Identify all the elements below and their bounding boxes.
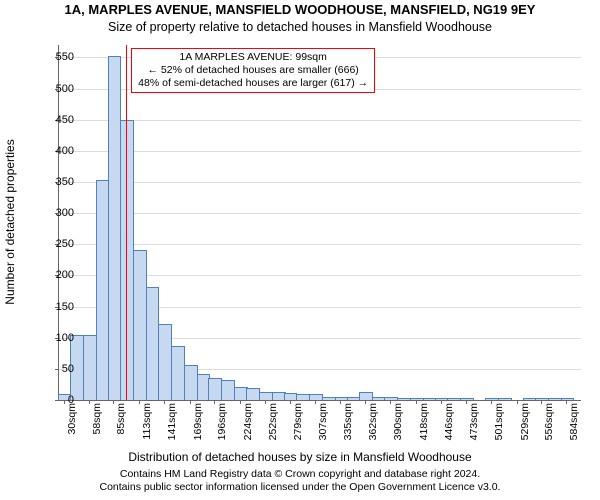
x-tick-mark (139, 400, 140, 404)
page-title: 1A, MARPLES AVENUE, MANSFIELD WOODHOUSE,… (0, 2, 600, 17)
legend-box: 1A MARPLES AVENUE: 99sqm ← 52% of detach… (131, 48, 375, 93)
y-tick-label: 500 (44, 83, 74, 95)
x-tick-mark (89, 400, 90, 404)
x-tick-label: 418sqm (418, 403, 430, 440)
y-tick-label: 450 (44, 114, 74, 126)
x-tick-mark (541, 400, 542, 404)
x-tick-mark (290, 400, 291, 404)
gridline (59, 244, 581, 245)
marker-line (126, 45, 127, 400)
y-tick-label: 200 (44, 269, 74, 281)
histogram-bar (83, 335, 97, 400)
x-tick-label: 224sqm (242, 403, 254, 440)
histogram-bar (284, 393, 298, 400)
x-tick-mark (517, 400, 518, 404)
x-tick-mark (190, 400, 191, 404)
x-axis-label: Distribution of detached houses by size … (0, 450, 600, 464)
x-tick-label: 390sqm (392, 403, 404, 440)
x-tick-label: 501sqm (493, 403, 505, 440)
y-tick-label: 250 (44, 238, 74, 250)
y-tick-label: 100 (44, 332, 74, 344)
x-tick-mark (466, 400, 467, 404)
y-axis-label: Number of detached properties (3, 139, 17, 304)
x-tick-mark (491, 400, 492, 404)
gridline (59, 182, 581, 183)
histogram-bar (184, 365, 198, 400)
x-tick-label: 584sqm (568, 403, 580, 440)
x-tick-label: 529sqm (519, 403, 531, 440)
y-tick-label: 400 (44, 145, 74, 157)
page-root: 1A, MARPLES AVENUE, MANSFIELD WOODHOUSE,… (0, 0, 600, 500)
x-tick-label: 85sqm (115, 403, 127, 435)
histogram-bar (372, 397, 386, 400)
x-tick-label: 58sqm (91, 403, 103, 435)
x-tick-mark (365, 400, 366, 404)
attribution-line-1: Contains HM Land Registry data © Crown c… (0, 468, 600, 481)
y-tick-label: 350 (44, 176, 74, 188)
x-tick-label: 279sqm (292, 403, 304, 440)
histogram-plot (58, 45, 581, 401)
histogram-bar (498, 398, 512, 400)
x-tick-label: 196sqm (216, 403, 228, 440)
x-tick-label: 141sqm (166, 403, 178, 440)
attribution-line-2: Contains public sector information licen… (0, 481, 600, 494)
x-tick-label: 556sqm (543, 403, 555, 440)
x-tick-label: 362sqm (367, 403, 379, 440)
legend-line-2: ← 52% of detached houses are smaller (66… (138, 64, 368, 77)
histogram-bar (208, 378, 222, 400)
x-tick-label: 113sqm (141, 403, 153, 440)
x-tick-label: 473sqm (468, 403, 480, 440)
histogram-bar (146, 287, 160, 400)
legend-line-1: 1A MARPLES AVENUE: 99sqm (138, 51, 368, 64)
x-tick-label: 30sqm (66, 403, 78, 435)
y-tick-label: 550 (44, 51, 74, 63)
legend-line-3: 48% of semi-detached houses are larger (… (138, 77, 368, 90)
x-tick-label: 446sqm (443, 403, 455, 440)
gridline (59, 151, 581, 152)
x-tick-mark (315, 400, 316, 404)
x-tick-label: 307sqm (317, 403, 329, 440)
x-tick-label: 335sqm (342, 403, 354, 440)
x-tick-label: 169sqm (192, 403, 204, 440)
page-subtitle: Size of property relative to detached ho… (0, 20, 600, 34)
y-tick-label: 300 (44, 207, 74, 219)
y-tick-label: 0 (44, 394, 74, 406)
gridline (59, 120, 581, 121)
x-tick-label: 252sqm (267, 403, 279, 440)
x-tick-mark (416, 400, 417, 404)
gridline (59, 213, 581, 214)
histogram-bar (246, 388, 260, 400)
chart-area: 1A MARPLES AVENUE: 99sqm ← 52% of detach… (58, 45, 580, 400)
x-tick-mark (240, 400, 241, 404)
x-tick-mark (265, 400, 266, 404)
y-tick-label: 150 (44, 301, 74, 313)
y-tick-label: 50 (44, 363, 74, 375)
attribution: Contains HM Land Registry data © Crown c… (0, 468, 600, 493)
